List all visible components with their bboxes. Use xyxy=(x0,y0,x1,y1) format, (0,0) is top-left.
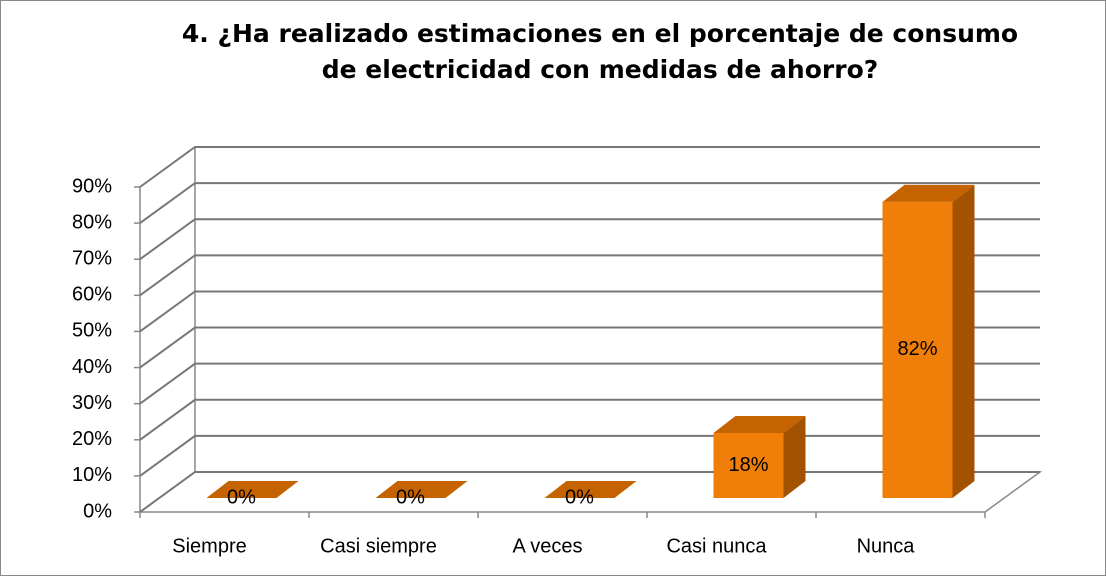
y-tick-label: 40% xyxy=(72,356,112,378)
bar-top xyxy=(206,481,299,498)
grid-line xyxy=(139,218,1040,261)
bar-side xyxy=(952,184,975,498)
bar-top xyxy=(882,184,975,202)
y-tick-label: 20% xyxy=(72,428,112,450)
bar-top xyxy=(375,481,468,498)
y-tick-label: 30% xyxy=(72,392,112,414)
y-tick-label: 70% xyxy=(72,248,112,270)
bar-side xyxy=(783,416,806,498)
data-label: 0% xyxy=(396,486,425,508)
y-tick-label: 80% xyxy=(72,211,112,233)
x-tick-label: Siempre xyxy=(172,535,246,557)
y-tick-label: 60% xyxy=(72,284,112,306)
bar xyxy=(713,433,784,498)
data-label: 18% xyxy=(728,454,768,476)
data-label: 0% xyxy=(565,486,594,508)
grid-line xyxy=(139,182,1040,224)
grid-line xyxy=(139,362,1040,405)
y-tick-label: 0% xyxy=(83,500,112,522)
data-label: 0% xyxy=(227,486,256,508)
x-tick-label: Casi siempre xyxy=(320,535,437,557)
grid-line xyxy=(139,398,1040,441)
grid-line xyxy=(139,326,1040,369)
y-tick-label: 50% xyxy=(72,320,112,342)
x-tick-label: Casi nunca xyxy=(666,535,767,557)
data-label: 82% xyxy=(897,338,937,360)
chart-title: 4. ¿Ha realizado estimaciones en el porc… xyxy=(181,19,1019,84)
y-tick-label: 10% xyxy=(72,464,112,486)
x-tick-label: A veces xyxy=(512,535,582,557)
grid-line xyxy=(139,146,1040,188)
grid-line xyxy=(139,290,1040,333)
bar xyxy=(882,201,953,498)
bar-top xyxy=(713,416,806,433)
grid-line xyxy=(139,254,1040,297)
y-tick-label: 90% xyxy=(72,175,112,197)
bar-top xyxy=(544,481,637,498)
x-tick-label: Nunca xyxy=(857,535,916,557)
